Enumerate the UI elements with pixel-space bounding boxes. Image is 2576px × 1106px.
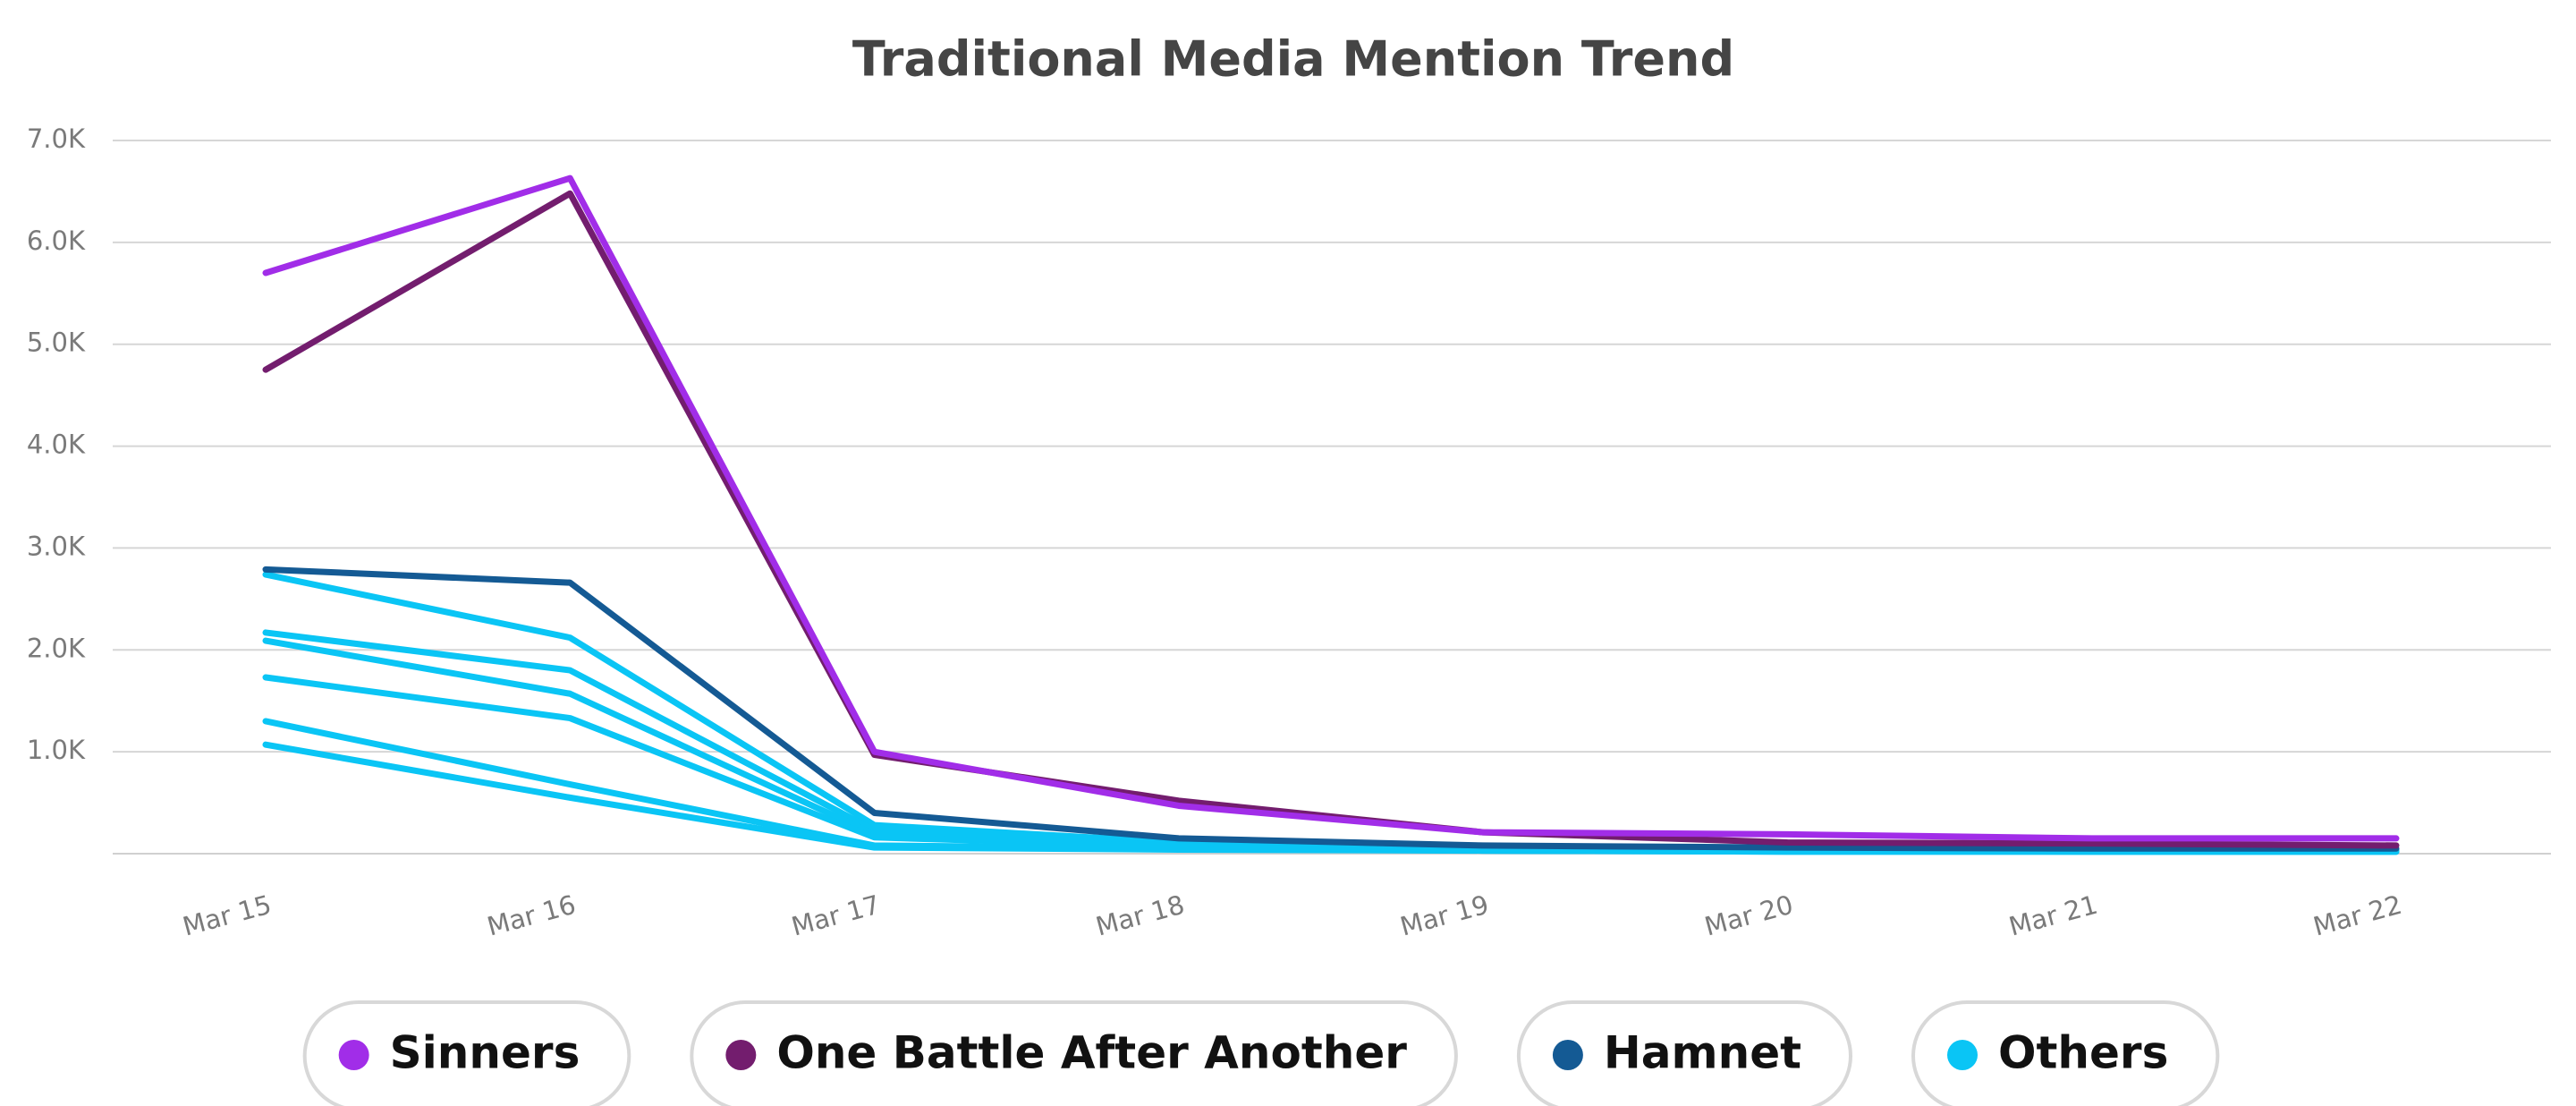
legend-label: Hamnet — [1604, 1027, 1801, 1079]
y-tick-label: 6.0K — [27, 225, 86, 256]
chart-title: Traditional Media Mention Trend — [852, 31, 1734, 88]
y-tick-label: 2.0K — [27, 633, 86, 663]
legend-label: One Battle After Another — [776, 1027, 1407, 1079]
legend-label: Others — [1998, 1027, 2168, 1079]
y-tick-label: 1.0K — [27, 735, 86, 765]
line — [262, 718, 2400, 855]
line — [262, 566, 2400, 852]
legend-swatch — [1947, 1040, 1978, 1070]
legend-pill — [690, 1000, 1458, 1106]
legend-item: Hamnet — [1516, 1000, 1852, 1106]
x-tick-label: Mar 15 — [180, 889, 275, 942]
legend-item: One Battle After Another — [690, 1000, 1458, 1106]
y-tick-label: 3.0K — [27, 531, 86, 561]
legend-swatch — [1552, 1040, 1583, 1070]
legend-pill — [1516, 1000, 1852, 1106]
legend-pill — [302, 1000, 631, 1106]
x-tick-label: Mar 16 — [484, 889, 579, 942]
line — [262, 741, 2400, 855]
line — [262, 174, 2400, 842]
x-tick-label: Mar 19 — [1397, 889, 1492, 942]
y-tick-label: 7.0K — [27, 123, 86, 154]
x-tick-label: Mar 21 — [2005, 889, 2100, 942]
x-tick-label: Mar 17 — [788, 889, 883, 942]
x-tick-label: Mar 22 — [2310, 889, 2405, 942]
x-tick-label: Mar 18 — [1093, 889, 1188, 942]
y-tick-label: 5.0K — [27, 328, 86, 358]
legend-swatch — [338, 1040, 369, 1070]
legend-item: Sinners — [302, 1000, 631, 1106]
legend-label: Sinners — [390, 1027, 580, 1079]
legend: Sinners One Battle After Another Hamnet Oth… — [302, 1000, 2220, 1106]
legend-item: Others — [1911, 1000, 2220, 1106]
legend-swatch — [725, 1040, 757, 1070]
line — [262, 190, 2400, 849]
y-tick-label: 4.0K — [27, 430, 86, 460]
x-tick-label: Mar 20 — [1701, 889, 1796, 942]
line — [262, 571, 2400, 855]
legend-pill — [1911, 1000, 2220, 1106]
